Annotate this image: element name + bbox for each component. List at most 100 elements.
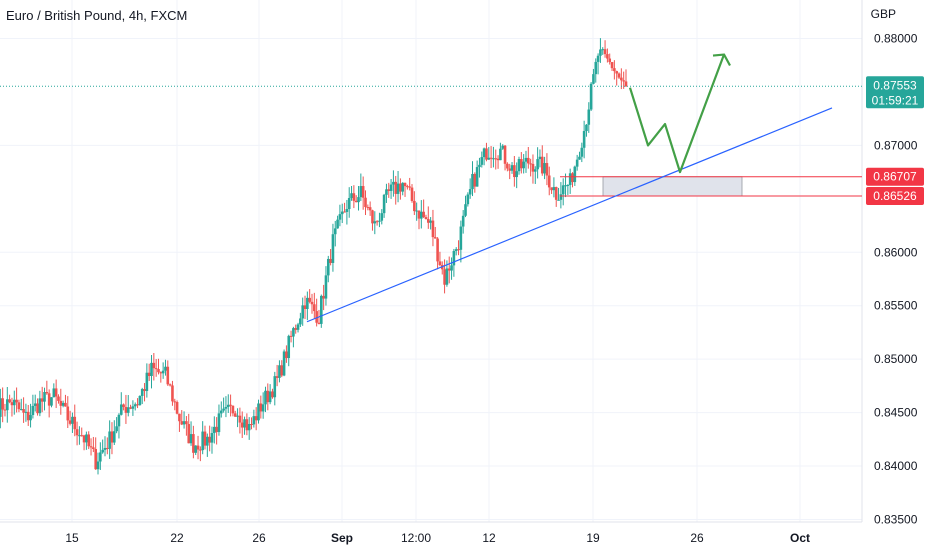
projection-arrowhead <box>712 53 731 67</box>
candle-body <box>573 166 577 183</box>
candle <box>373 211 377 235</box>
candle-body <box>417 210 421 219</box>
candle-body <box>206 436 209 446</box>
candle-body <box>596 55 600 62</box>
candle <box>450 257 453 280</box>
candle-body <box>373 221 377 224</box>
candle-body <box>203 431 207 446</box>
candle <box>112 420 116 445</box>
candle-body <box>422 211 425 218</box>
candle-body <box>592 74 595 84</box>
candle <box>613 60 616 80</box>
candle-body <box>275 376 279 378</box>
candle <box>527 146 530 169</box>
candle <box>606 48 609 63</box>
candle-body <box>352 193 356 201</box>
candle <box>531 154 535 184</box>
candle <box>554 186 558 207</box>
candle <box>171 380 174 406</box>
candle-body <box>112 431 116 443</box>
candle <box>6 387 9 423</box>
candle <box>101 439 104 454</box>
candle-body <box>466 194 470 205</box>
candle-body <box>538 156 542 160</box>
candle <box>301 297 304 326</box>
candle <box>610 61 614 71</box>
candle-body <box>408 186 411 188</box>
candle-body <box>380 213 384 221</box>
candle-body <box>57 396 60 401</box>
current-price-badge <box>866 76 924 109</box>
candle-body <box>401 182 405 192</box>
candle <box>394 175 398 205</box>
candle-body <box>527 157 530 164</box>
candle-body <box>268 391 272 403</box>
candle-body <box>606 54 609 59</box>
candle <box>275 364 279 387</box>
candle <box>473 172 477 193</box>
candle <box>240 411 244 438</box>
candle-body <box>252 416 256 425</box>
candle <box>589 82 593 112</box>
candle <box>22 397 25 423</box>
candle <box>143 383 146 402</box>
candle-body <box>543 163 546 174</box>
candle-body <box>585 124 588 132</box>
candle <box>40 386 44 413</box>
price-tick-label: 0.88000 <box>874 32 918 46</box>
candle <box>50 397 53 408</box>
candle <box>3 403 7 417</box>
candle-body <box>45 392 49 394</box>
candle-body <box>487 157 491 160</box>
candle <box>513 155 516 187</box>
candle-body <box>580 147 584 157</box>
candle <box>550 187 553 194</box>
candle <box>352 185 356 209</box>
candle <box>424 214 428 220</box>
candle-body <box>29 415 32 421</box>
candle <box>252 409 256 428</box>
candle-body <box>494 158 498 160</box>
zone-bottom-badge <box>866 187 924 206</box>
candle-body <box>424 217 428 220</box>
candle <box>540 145 544 176</box>
candle-body <box>185 421 188 425</box>
candle-body <box>620 77 623 81</box>
candle-body <box>31 405 35 416</box>
candle-body <box>231 405 235 414</box>
candle <box>387 182 391 198</box>
candle-body <box>331 234 335 263</box>
candle <box>157 358 160 375</box>
candle <box>73 404 77 437</box>
candle-body <box>166 366 170 385</box>
candle-body <box>450 265 453 271</box>
candle <box>110 422 114 455</box>
candle-body <box>533 169 537 172</box>
candle <box>106 437 109 455</box>
candle <box>599 38 602 63</box>
candle-body <box>545 163 549 176</box>
candle <box>520 152 523 174</box>
candle <box>266 383 270 411</box>
candle <box>222 397 225 413</box>
candle <box>524 150 528 173</box>
candle <box>487 147 491 160</box>
zone-top-badge <box>866 167 924 186</box>
candle-body <box>554 187 558 200</box>
candle <box>592 68 595 85</box>
candle <box>601 47 605 55</box>
candle <box>452 248 456 277</box>
candle-body <box>38 398 42 414</box>
candle <box>306 291 309 321</box>
candle <box>608 53 612 65</box>
candle <box>17 399 21 413</box>
candle <box>154 359 158 377</box>
candle <box>471 161 474 197</box>
candle-body <box>257 403 260 421</box>
candle-body <box>154 368 158 370</box>
candle-body <box>64 402 67 407</box>
candle <box>15 387 18 413</box>
candle-body <box>26 411 30 421</box>
candle <box>475 160 479 187</box>
